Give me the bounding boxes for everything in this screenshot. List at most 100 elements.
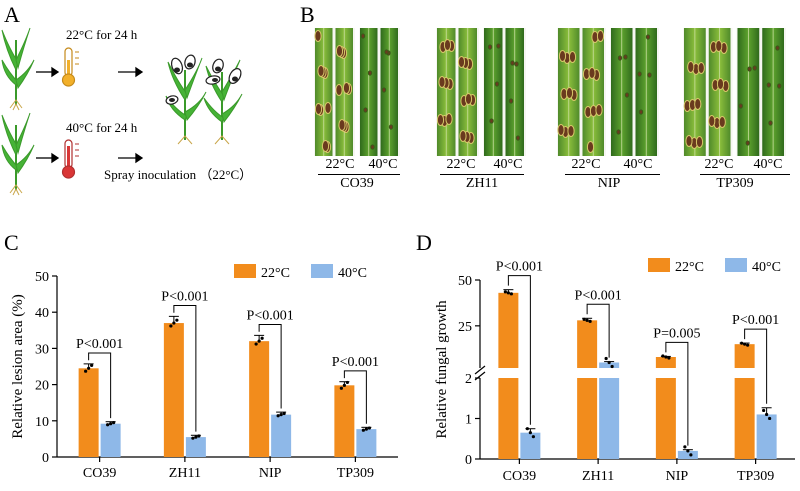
data-point	[364, 427, 368, 431]
data-point	[197, 434, 201, 438]
temperature-label: 40°C	[753, 157, 783, 172]
significance-bracket	[665, 341, 689, 446]
lesion-spot	[343, 83, 350, 93]
bar-40c	[599, 378, 620, 459]
lesion-spot	[617, 130, 620, 134]
data-point	[667, 356, 671, 360]
data-point	[90, 363, 94, 368]
lesion-spot	[709, 116, 715, 126]
group-underline	[565, 174, 660, 175]
lesion-spot	[439, 77, 445, 87]
lesion-spot	[385, 50, 388, 54]
lesion-spot	[695, 99, 701, 109]
lesion-spot	[460, 131, 466, 141]
lesion-spot	[339, 120, 345, 130]
data-point	[194, 435, 198, 439]
data-point	[87, 366, 91, 370]
significance-bracket	[343, 370, 367, 424]
legend-label: 40°C	[338, 266, 367, 281]
y-tick-label: 2	[465, 372, 472, 387]
y-tick-label: 40	[35, 306, 49, 321]
significance-bracket	[88, 352, 112, 419]
lesion-spot	[597, 31, 604, 41]
significance-bracket	[586, 303, 610, 358]
lesion-spot	[315, 104, 322, 114]
bar-22c	[498, 378, 519, 459]
data-point	[765, 412, 769, 417]
data-point	[525, 427, 529, 431]
bar-40c	[356, 429, 377, 457]
axis-break-mark	[474, 371, 486, 381]
y-tick-label: 25	[458, 320, 472, 335]
lesion-spot	[689, 100, 696, 110]
lesion-spot	[698, 63, 704, 73]
cultivar-label: ZH11	[465, 176, 499, 191]
lesion-spot	[497, 44, 500, 48]
y-tick-label: 0	[42, 451, 49, 466]
data-point	[762, 408, 766, 413]
legend-label: 22°C	[675, 260, 704, 275]
data-point	[172, 321, 176, 325]
lesion-spot	[748, 67, 751, 71]
inoculation-label: Spray inoculation （22°C）	[104, 167, 253, 182]
lesion-spot	[590, 106, 597, 116]
y-tick-label: 20	[35, 379, 49, 394]
lesion-spot	[684, 101, 690, 111]
panel-b-leaf-photos	[314, 28, 786, 156]
data-point	[585, 318, 589, 322]
lesion-spot	[558, 125, 564, 135]
data-point	[610, 364, 614, 369]
data-point	[689, 453, 693, 457]
bar-22c	[78, 368, 99, 457]
lesion-spot	[639, 110, 643, 114]
lesion-spot	[716, 41, 722, 51]
panel-a-schematic	[1, 27, 243, 196]
data-point	[531, 435, 535, 439]
lesion-spot	[739, 104, 742, 108]
lesion-spot	[746, 141, 749, 145]
lesion-spot	[361, 34, 365, 38]
data-point	[588, 319, 592, 323]
data-point	[604, 356, 608, 361]
data-point	[339, 386, 343, 390]
lesion-spot	[437, 115, 444, 125]
lesion-spot	[318, 66, 324, 76]
bar-40c	[599, 362, 620, 368]
data-point	[282, 411, 286, 416]
bar-22c	[655, 357, 676, 368]
y-axis-label: Relative lesion area (%)	[10, 294, 26, 439]
data-point	[683, 445, 687, 449]
data-point	[84, 369, 88, 373]
data-point	[582, 317, 586, 321]
data-point	[768, 416, 772, 421]
data-point	[257, 339, 261, 343]
lesion-spot	[769, 121, 772, 125]
lesion-spot	[566, 88, 573, 98]
data-point	[260, 336, 264, 340]
p-value-label: P<0.001	[76, 337, 123, 352]
condition-label: 40°C for 24 h	[66, 120, 138, 135]
panel-letter-b: B	[300, 2, 315, 27]
lesion-spot	[325, 103, 331, 113]
axis-break-mark	[474, 365, 486, 375]
lesion-spot	[495, 82, 499, 86]
lesion-spot	[710, 42, 717, 52]
data-point	[109, 422, 113, 426]
panel-letter-d: D	[416, 230, 432, 255]
lesion-spot	[587, 142, 594, 152]
arrow-icon	[36, 66, 144, 164]
temperature-label: 22°C	[704, 157, 734, 172]
bar-22c	[249, 341, 270, 457]
lesion-spot	[719, 117, 725, 127]
p-value-label: P<0.001	[732, 313, 779, 328]
cultivar-label: NIP	[597, 176, 621, 191]
panel-letter-a: A	[4, 2, 20, 27]
lesion-spot	[315, 31, 321, 41]
lesion-spot	[717, 79, 724, 89]
bar-22c	[734, 378, 755, 459]
rice-plant-icon	[1, 112, 35, 196]
p-value-label: P<0.001	[496, 260, 543, 275]
lesion-spot	[322, 141, 329, 151]
lesion-spot	[488, 45, 492, 49]
thermometer-warm-icon	[61, 47, 79, 87]
